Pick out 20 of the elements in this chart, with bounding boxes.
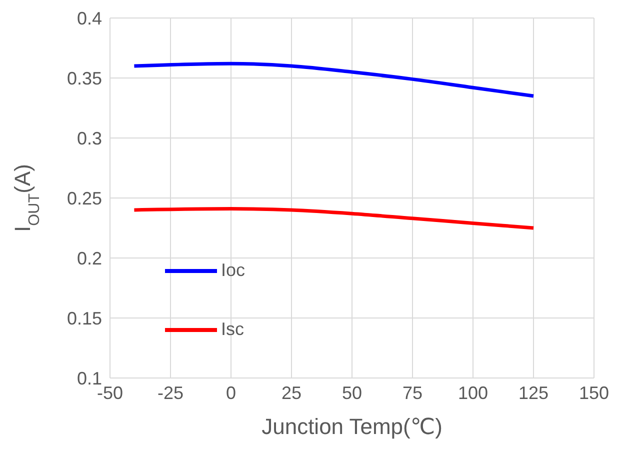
legend-label: Ioc: [221, 260, 246, 281]
legend-label: Isc: [221, 319, 244, 340]
x-tick-label: 100: [458, 382, 488, 403]
x-tick-label: 125: [518, 382, 549, 403]
y-tick-label: 0.1: [76, 368, 102, 388]
x-axis-title: Junction Temp(℃): [262, 414, 442, 439]
x-tick-label: 25: [281, 382, 302, 403]
x-tick-label: 75: [402, 382, 423, 403]
x-tick-label: 50: [342, 382, 362, 403]
y-tick-label: 0.3: [76, 128, 102, 148]
x-tick-label: -25: [157, 382, 184, 403]
line-series: [132, 207, 536, 230]
y-tick-label: 0.25: [66, 188, 102, 208]
y-tick-label: 0.15: [66, 308, 102, 328]
line-series: [132, 62, 536, 98]
x-tick-label: 0: [226, 382, 236, 403]
y-tick-label: 0.2: [76, 248, 102, 268]
x-tick-label: 150: [578, 382, 610, 403]
y-tick-label: 0.4: [76, 8, 102, 28]
y-tick-label: 0.35: [66, 68, 102, 88]
